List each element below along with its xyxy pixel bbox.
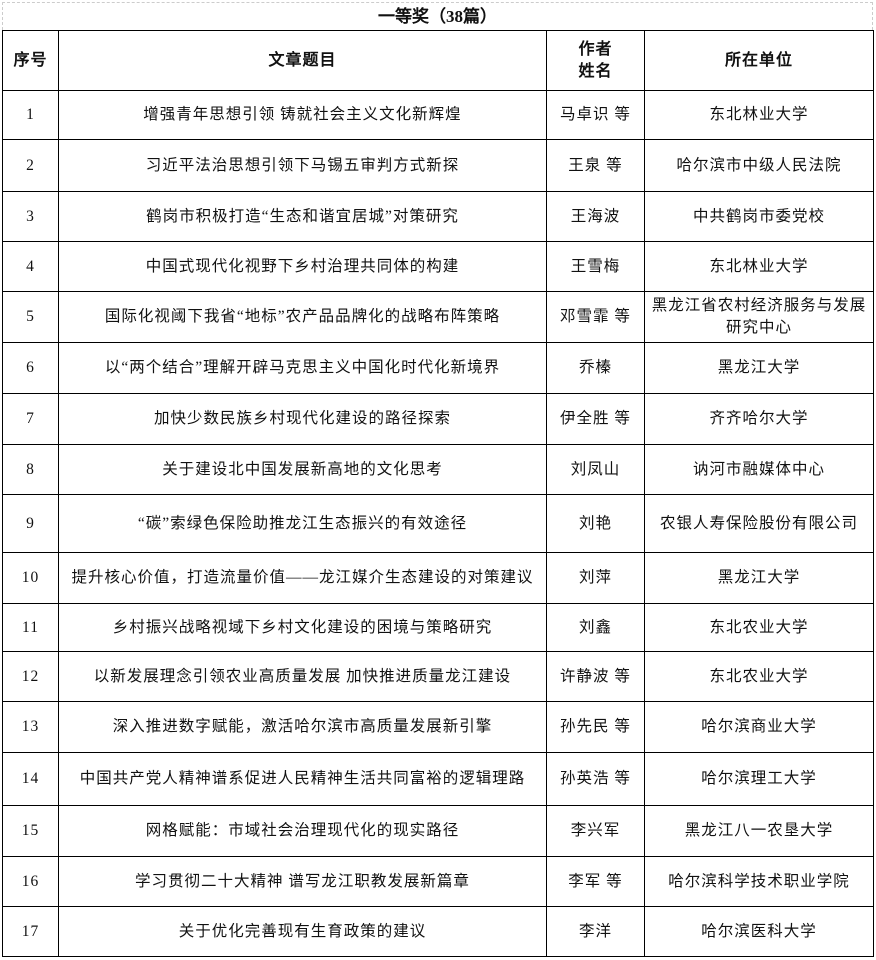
cell-title: 深入推进数字赋能，激活哈尔滨市高质量发展新引擎 xyxy=(58,701,547,753)
cell-author: 伊全胜 等 xyxy=(546,393,645,445)
cell-title: 关于建设北中国发展新高地的文化思考 xyxy=(58,444,547,495)
cell-index: 3 xyxy=(2,191,59,242)
table-row: 8 关于建设北中国发展新高地的文化思考 刘凤山 讷河市融媒体中心 xyxy=(2,444,874,495)
cell-index: 9 xyxy=(2,494,59,553)
cell-unit: 东北林业大学 xyxy=(644,241,874,292)
cell-author: 李洋 xyxy=(546,906,645,957)
table-row: 7 加快少数民族乡村现代化建设的路径探索 伊全胜 等齐齐哈尔大学 xyxy=(2,393,874,445)
cell-author: 刘艳 xyxy=(546,494,645,553)
cell-title: 鹤岗市积极打造“生态和谐宜居城”对策研究 xyxy=(58,191,547,242)
table-row: 5 国际化视阈下我省“地标”农产品品牌化的战略布阵策略 邓雪霏 等黑龙江省农村经济服… xyxy=(2,291,874,343)
cell-author: 孙先民 等 xyxy=(546,701,645,753)
cell-author: 王海波 xyxy=(546,191,645,242)
cell-index: 8 xyxy=(2,444,59,495)
table-row: 10 提升核心价值，打造流量价值——龙江媒介生态建设的对策建议 刘萍 黑龙江大学 xyxy=(2,552,874,604)
table-row: 12 以新发展理念引领农业高质量发展 加快推进质量龙江建设 许静波 等东北农业大学 xyxy=(2,651,874,702)
cell-title: 以新发展理念引领农业高质量发展 加快推进质量龙江建设 xyxy=(58,651,547,702)
cell-title: 网格赋能：市域社会治理现代化的现实路径 xyxy=(58,805,547,857)
cell-title: 提升核心价值，打造流量价值——龙江媒介生态建设的对策建议 xyxy=(58,552,547,604)
cell-index: 5 xyxy=(2,291,59,343)
header-row: 序号 文章题目 作者姓名 所在单位 xyxy=(2,30,874,91)
cell-title: 乡村振兴战略视域下乡村文化建设的困境与策略研究 xyxy=(58,603,547,652)
table-row: 14 中国共产党人精神谱系促进人民精神生活共同富裕的逻辑理路 孙英浩 等哈尔滨理工大… xyxy=(2,752,874,806)
cell-unit: 东北林业大学 xyxy=(644,90,874,140)
cell-author: 李军 等 xyxy=(546,856,645,907)
cell-unit: 黑龙江大学 xyxy=(644,552,874,604)
header-title: 文章题目 xyxy=(58,30,547,91)
cell-unit: 黑龙江大学 xyxy=(644,342,874,394)
cell-unit: 哈尔滨市中级人民法院 xyxy=(644,139,874,192)
cell-title: 以“两个结合”理解开辟马克思主义中国化时代化新境界 xyxy=(58,342,547,394)
cell-unit: 哈尔滨科学技术职业学院 xyxy=(644,856,874,907)
cell-index: 6 xyxy=(2,342,59,394)
cell-author: 许静波 等 xyxy=(546,651,645,702)
cell-unit: 黑龙江省农村经济服务与发展研究中心 xyxy=(644,291,874,343)
header-author-line1: 作者 xyxy=(578,40,613,58)
cell-index: 4 xyxy=(2,241,59,292)
cell-index: 12 xyxy=(2,651,59,702)
table-row: 1 增强青年思想引领 铸就社会主义文化新辉煌 马卓识 等东北林业大学 xyxy=(2,90,874,140)
cell-index: 17 xyxy=(2,906,59,957)
table-row: 16 学习贯彻二十大精神 谱写龙江职教发展新篇章 李军 等哈尔滨科学技术职业学院 xyxy=(2,856,874,907)
cell-unit: 东北农业大学 xyxy=(644,603,874,652)
cell-author: 刘萍 xyxy=(546,552,645,604)
cell-author: 王泉 等 xyxy=(546,139,645,192)
cell-index: 16 xyxy=(2,856,59,907)
table-row: 9 “碳”索绿色保险助推龙江生态振兴的有效途径 刘艳 农银人寿保险股份有限公司 xyxy=(2,494,874,553)
table-row: 17 关于优化完善现有生育政策的建议 李洋 哈尔滨医科大学 xyxy=(2,906,874,957)
cell-author: 王雪梅 xyxy=(546,241,645,292)
cell-unit: 讷河市融媒体中心 xyxy=(644,444,874,495)
cell-title: 增强青年思想引领 铸就社会主义文化新辉煌 xyxy=(58,90,547,140)
header-author-line2: 姓名 xyxy=(578,62,613,80)
table-row: 4 中国式现代化视野下乡村治理共同体的构建 王雪梅 东北林业大学 xyxy=(2,241,874,292)
cell-index: 15 xyxy=(2,805,59,857)
header-unit: 所在单位 xyxy=(644,30,874,91)
cell-index: 11 xyxy=(2,603,59,652)
cell-title: 学习贯彻二十大精神 谱写龙江职教发展新篇章 xyxy=(58,856,547,907)
cell-author: 乔榛 xyxy=(546,342,645,394)
cell-unit: 中共鹤岗市委党校 xyxy=(644,191,874,242)
cell-unit: 东北农业大学 xyxy=(644,651,874,702)
cell-unit: 农银人寿保险股份有限公司 xyxy=(644,494,874,553)
cell-index: 2 xyxy=(2,139,59,192)
header-author: 作者 姓名 xyxy=(546,30,645,91)
cell-title: 中国共产党人精神谱系促进人民精神生活共同富裕的逻辑理路 xyxy=(58,752,547,806)
cell-title: 关于优化完善现有生育政策的建议 xyxy=(58,906,547,957)
cell-index: 1 xyxy=(2,90,59,140)
award-table: 序号 文章题目 作者姓名 所在单位 1 增强青年思想引领 铸就社会主义文化新辉煌马… xyxy=(2,30,874,957)
cell-title: 加快少数民族乡村现代化建设的路径探索 xyxy=(58,393,547,445)
cell-unit: 哈尔滨理工大学 xyxy=(644,752,874,806)
table-row: 11 乡村振兴战略视域下乡村文化建设的困境与策略研究 刘鑫 东北农业大学 xyxy=(2,603,874,652)
cell-index: 14 xyxy=(2,752,59,806)
cell-index: 13 xyxy=(2,701,59,753)
cell-title: 国际化视阈下我省“地标”农产品品牌化的战略布阵策略 xyxy=(58,291,547,343)
header-index: 序号 xyxy=(2,30,59,91)
cell-index: 10 xyxy=(2,552,59,604)
cell-index: 7 xyxy=(2,393,59,445)
cell-author: 李兴军 xyxy=(546,805,645,857)
cell-author: 刘鑫 xyxy=(546,603,645,652)
table-row: 15 网格赋能：市域社会治理现代化的现实路径 李兴军 黑龙江八一农垦大学 xyxy=(2,805,874,857)
cell-title: 习近平法治思想引领下马锡五审判方式新探 xyxy=(58,139,547,192)
table-row: 13 深入推进数字赋能，激活哈尔滨市高质量发展新引擎 孙先民 等哈尔滨商业大学 xyxy=(2,701,874,753)
table-row: 6 以“两个结合”理解开辟马克思主义中国化时代化新境界 乔榛 黑龙江大学 xyxy=(2,342,874,394)
cell-author: 马卓识 等 xyxy=(546,90,645,140)
cell-author: 邓雪霏 等 xyxy=(546,291,645,343)
cell-title: 中国式现代化视野下乡村治理共同体的构建 xyxy=(58,241,547,292)
cell-unit: 黑龙江八一农垦大学 xyxy=(644,805,874,857)
cell-unit: 哈尔滨医科大学 xyxy=(644,906,874,957)
table-title: 一等奖（38篇） xyxy=(2,2,873,30)
cell-unit: 齐齐哈尔大学 xyxy=(644,393,874,445)
cell-title: “碳”索绿色保险助推龙江生态振兴的有效途径 xyxy=(58,494,547,553)
table-row: 2 习近平法治思想引领下马锡五审判方式新探 王泉 等哈尔滨市中级人民法院 xyxy=(2,139,874,192)
cell-unit: 哈尔滨商业大学 xyxy=(644,701,874,753)
cell-author: 刘凤山 xyxy=(546,444,645,495)
table-row: 3 鹤岗市积极打造“生态和谐宜居城”对策研究 王海波 中共鹤岗市委党校 xyxy=(2,191,874,242)
cell-author: 孙英浩 等 xyxy=(546,752,645,806)
